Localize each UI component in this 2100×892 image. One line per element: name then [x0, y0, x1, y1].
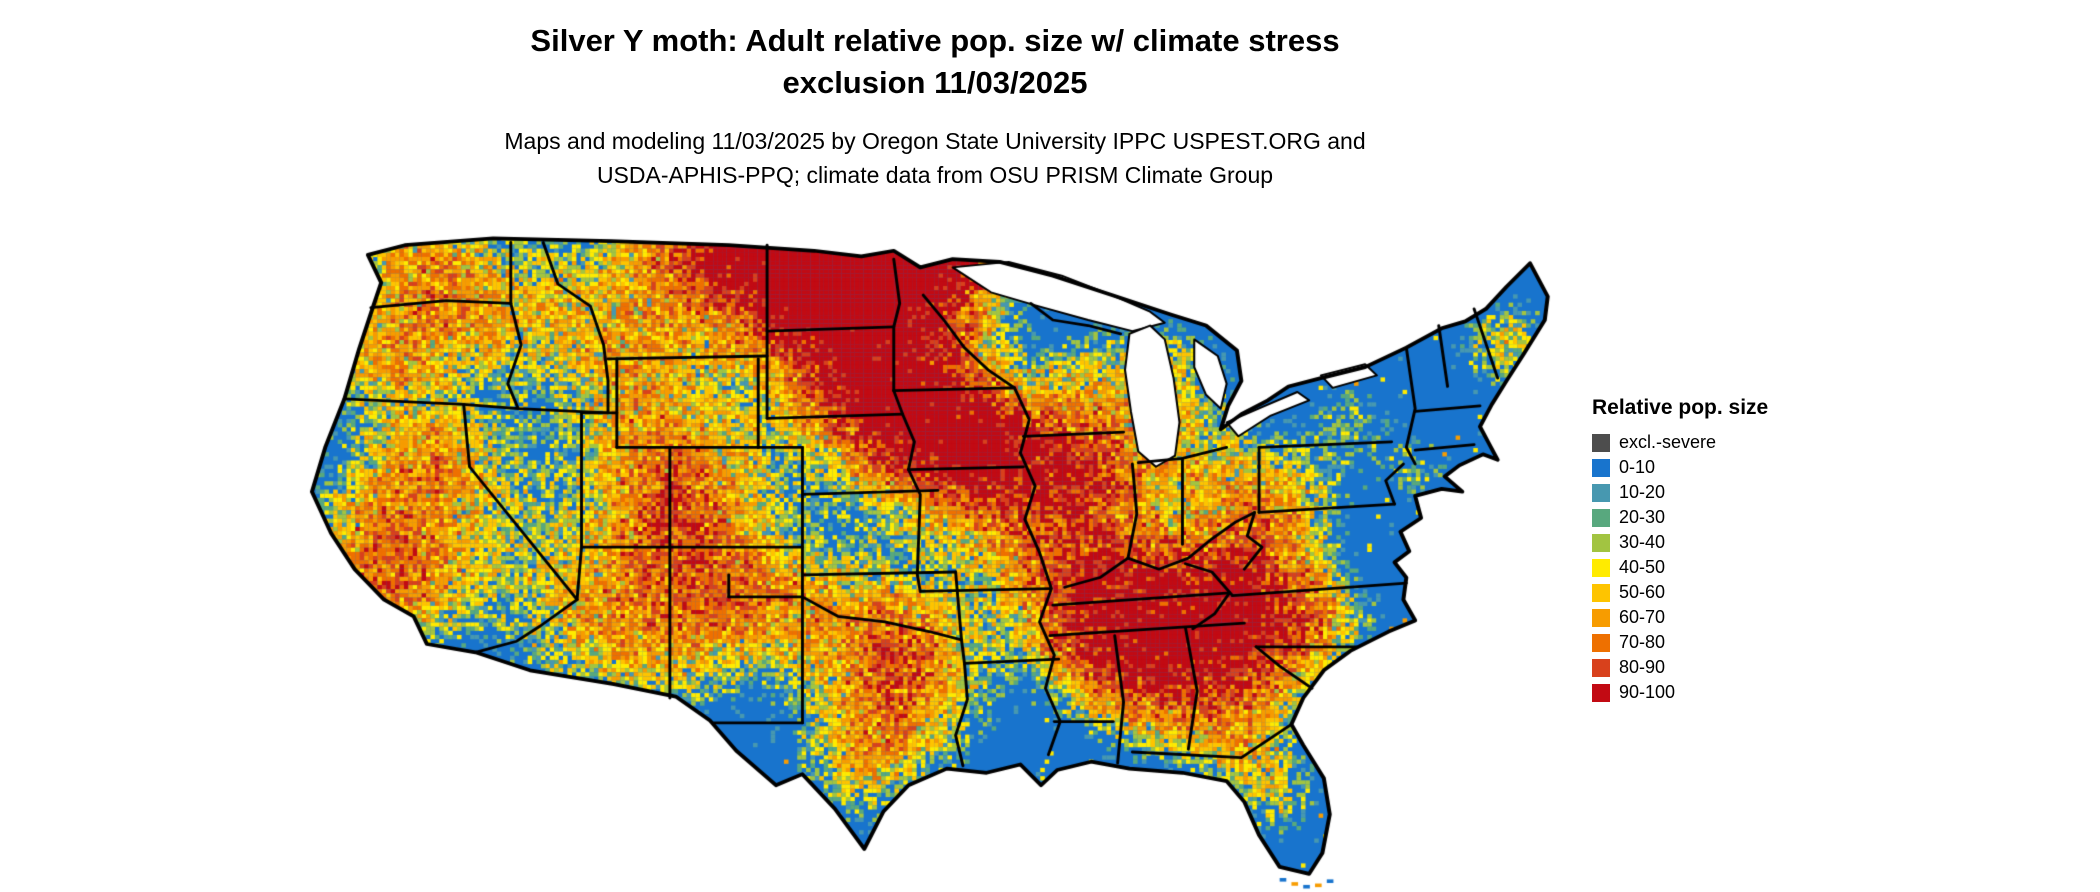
legend-item: 30-40 — [1592, 530, 1822, 555]
legend: Relative pop. size excl.-severe 0-10 10-… — [1592, 396, 1822, 705]
legend-item: 0-10 — [1592, 455, 1822, 480]
legend-label: 80-90 — [1619, 657, 1666, 677]
legend-label: 70-80 — [1619, 632, 1666, 652]
legend-swatch — [1592, 633, 1610, 652]
legend-label: excl.-severe — [1619, 432, 1717, 452]
legend-swatch — [1592, 558, 1610, 577]
page-title-line2: exclusion 11/03/2025 — [782, 65, 1088, 100]
legend-swatch — [1592, 483, 1610, 502]
legend-swatch — [1592, 458, 1610, 477]
legend-label: 10-20 — [1619, 482, 1666, 502]
legend-item: 50-60 — [1592, 580, 1822, 605]
us-map-canvas — [228, 176, 1642, 892]
legend-item: 80-90 — [1592, 655, 1822, 680]
legend-swatch — [1592, 608, 1610, 627]
legend-label: 60-70 — [1619, 607, 1666, 627]
legend-label: 30-40 — [1619, 532, 1666, 552]
legend-swatch — [1592, 583, 1610, 602]
legend-label: 40-50 — [1619, 557, 1666, 577]
legend-swatch — [1592, 683, 1610, 702]
legend-label: 0-10 — [1619, 457, 1656, 477]
legend-swatch — [1592, 533, 1610, 552]
legend-item: 40-50 — [1592, 555, 1822, 580]
legend-item: excl.-severe — [1592, 430, 1822, 455]
page-title: Silver Y moth: Adult relative pop. size … — [300, 20, 1570, 104]
page-title-line1: Silver Y moth: Adult relative pop. size … — [530, 23, 1340, 58]
legend-swatch — [1592, 658, 1610, 677]
page-subtitle: Maps and modeling 11/03/2025 by Oregon S… — [300, 124, 1570, 192]
legend-label: 20-30 — [1619, 507, 1666, 527]
page-subtitle-line1: Maps and modeling 11/03/2025 by Oregon S… — [504, 128, 1366, 154]
legend-item: 60-70 — [1592, 605, 1822, 630]
legend-item: 10-20 — [1592, 480, 1822, 505]
legend-item: 90-100 — [1592, 680, 1822, 705]
legend-item: 20-30 — [1592, 505, 1822, 530]
legend-item: 70-80 — [1592, 630, 1822, 655]
legend-swatch — [1592, 433, 1610, 452]
us-map — [228, 176, 1642, 892]
legend-title: Relative pop. size — [1592, 396, 1769, 419]
legend-label: 90-100 — [1619, 682, 1676, 702]
legend-label: 50-60 — [1619, 582, 1666, 602]
legend-swatch — [1592, 508, 1610, 527]
